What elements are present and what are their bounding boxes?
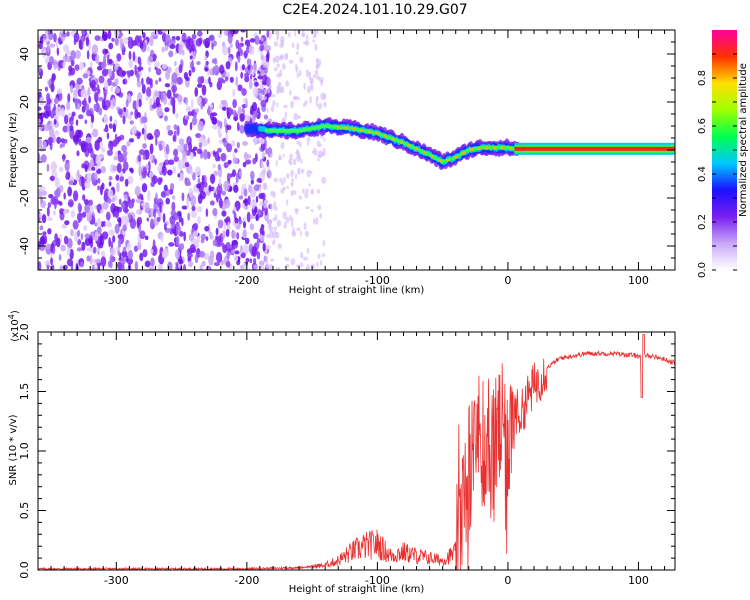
spectrogram-y-tick-label: -40 <box>18 237 31 255</box>
snr-y-tick-label: 0.5 <box>18 502 31 520</box>
spectrogram-y-tick-label: -20 <box>18 189 31 207</box>
colorbar <box>712 30 737 270</box>
snr-y-tick-label: 1.5 <box>18 383 31 401</box>
colorbar-panel: 0.0 0.2 0.4 0.6 0.8 Normalized spectral ampli… <box>697 30 749 278</box>
spectrogram-x-tick-label: -200 <box>234 274 259 287</box>
snr-y-tick-label: 0.0 <box>18 561 31 579</box>
signal-track <box>243 117 675 171</box>
snr-y-tick-label: 2.0 <box>18 323 31 341</box>
spectrogram-x-tick-label: -100 <box>365 274 390 287</box>
colorbar-tick-label: 0.0 <box>697 262 708 278</box>
spectrogram-y-tick-label: 20 <box>18 95 31 109</box>
snr-frame <box>37 331 676 571</box>
snr-series-line <box>38 334 675 570</box>
snr-y-axis-label: SNR (10 * v/v) <box>8 414 19 485</box>
colorbar-tick-label: 0.2 <box>697 214 708 230</box>
colorbar-label: Normalized spectral amplitude <box>738 63 749 217</box>
spectrogram-x-tick-label: -300 <box>104 274 129 287</box>
colorbar-tick-label: 0.8 <box>697 70 708 86</box>
figure-title: C2E4.2024.101.10.29.G07 <box>282 2 468 18</box>
spectrogram-x-tick-label: 0 <box>504 274 511 287</box>
snr-x-tick-label: -100 <box>365 574 390 587</box>
snr-x-tick-label: -300 <box>104 574 129 587</box>
snr-x-tick-label: 100 <box>628 574 649 587</box>
spectrogram-x-tick-label: 100 <box>628 274 649 287</box>
snr-x-axis-label: Height of straight line (km) <box>289 584 425 595</box>
snr-y-multiplier: (x104) <box>7 310 21 342</box>
snr-x-tick-label: 0 <box>504 574 511 587</box>
spectrogram-y-tick-label: 0 <box>18 147 31 154</box>
snr-y-tick-label: 1.0 <box>18 442 31 460</box>
colorbar-tick-label: 0.6 <box>697 118 708 134</box>
spectrogram-noise <box>38 30 327 270</box>
carrier-band-core <box>514 146 675 151</box>
snr-panel: -300 -200 -100 0 100 0.0 0.5 1.0 1.5 2.0 Height of… <box>7 310 676 595</box>
colorbar-tick-label: 0.4 <box>697 166 708 182</box>
spectrogram-x-axis-label: Height of straight line (km) <box>289 285 425 296</box>
snr-x-tick-label: -200 <box>234 574 259 587</box>
spectrogram-y-tick-label: 40 <box>18 47 31 61</box>
spectrogram-y-axis-label: Frequency (Hz) <box>8 112 19 188</box>
